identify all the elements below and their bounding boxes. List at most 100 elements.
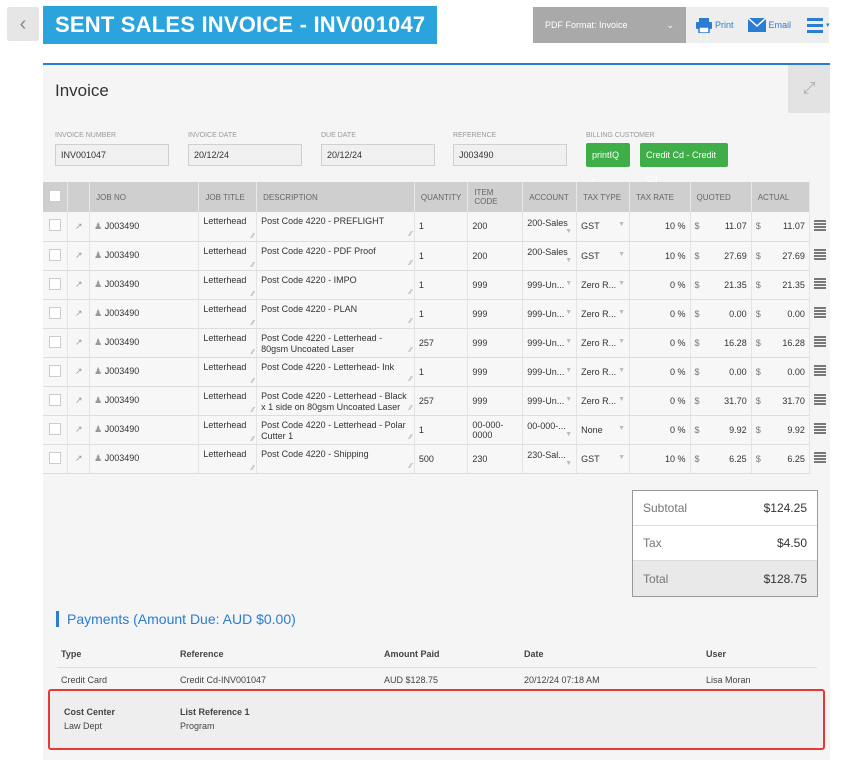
actual-cell[interactable]: $9.92 <box>751 415 810 445</box>
reference-field[interactable]: J003490 <box>453 144 567 166</box>
external-link-icon[interactable]: ↗ <box>75 250 83 260</box>
tax-type-select[interactable]: GST ▼ <box>576 444 631 474</box>
row-checkbox[interactable] <box>49 248 62 261</box>
tax-type-select[interactable]: Zero R... ▼ <box>576 357 631 387</box>
actual-cell[interactable]: $16.28 <box>751 328 810 358</box>
job-title-cell[interactable]: Letterhead ⁄⁄ <box>198 357 258 387</box>
external-link-icon[interactable]: ↗ <box>75 424 83 434</box>
item-code-cell[interactable]: 00-000-0000 <box>467 415 524 445</box>
tax-type-select[interactable]: Zero R... ▼ <box>576 386 631 416</box>
quantity-cell[interactable]: 257 <box>414 328 469 358</box>
account-select[interactable]: 200-Sales ▼ <box>522 241 578 271</box>
item-code-cell[interactable]: 999 <box>467 357 524 387</box>
external-link-icon[interactable]: ↗ <box>75 395 83 405</box>
quoted-cell[interactable]: $21.35 <box>690 270 752 300</box>
actual-cell[interactable]: $0.00 <box>751 299 810 329</box>
row-checkbox[interactable] <box>49 219 62 232</box>
tax-type-select[interactable]: GST ▼ <box>576 241 631 271</box>
quoted-cell[interactable]: $11.07 <box>690 212 752 242</box>
tax-rate-cell[interactable]: 10 % <box>629 241 691 271</box>
job-no[interactable]: J003490 <box>104 337 140 347</box>
actual-cell[interactable]: $11.07 <box>751 212 810 242</box>
quantity-cell[interactable]: 257 <box>414 386 469 416</box>
job-no[interactable]: J003490 <box>104 424 140 434</box>
job-no[interactable]: J003490 <box>104 220 140 231</box>
job-title-cell[interactable]: Letterhead ⁄⁄ <box>198 241 258 271</box>
row-checkbox[interactable] <box>49 422 62 435</box>
row-menu-icon[interactable] <box>813 306 826 319</box>
description-cell[interactable]: Post Code 4220 - Letterhead- Ink ⁄⁄ <box>256 357 415 387</box>
invoice-number-field[interactable]: INV001047 <box>55 144 169 166</box>
job-title-cell[interactable]: Letterhead ⁄⁄ <box>198 415 258 445</box>
billing-printiq-button[interactable]: printIQ ▾ <box>586 143 630 184</box>
tax-type-select[interactable]: Zero R... ▼ <box>576 328 631 358</box>
due-date-field[interactable]: 20/12/24 <box>321 144 435 166</box>
row-menu-icon[interactable] <box>813 277 826 290</box>
job-no[interactable]: J003490 <box>104 250 140 260</box>
quoted-cell[interactable]: $9.92 <box>690 415 752 445</box>
quantity-cell[interactable]: 1 <box>414 270 469 300</box>
tax-rate-cell[interactable]: 0 % <box>629 386 691 416</box>
account-select[interactable]: 999-Un... ▼ <box>522 299 578 329</box>
external-link-icon[interactable]: ↗ <box>75 279 83 289</box>
description-cell[interactable]: Post Code 4220 - Letterhead - 80gsm Unco… <box>256 328 415 358</box>
quantity-cell[interactable]: 1 <box>414 241 469 271</box>
quoted-cell[interactable]: $0.00 <box>690 299 752 329</box>
job-title-cell[interactable]: Letterhead ⁄⁄ <box>198 328 258 358</box>
job-no[interactable]: J003490 <box>104 366 140 376</box>
external-link-icon[interactable]: ↗ <box>75 337 83 347</box>
row-menu-icon[interactable] <box>813 364 826 377</box>
actual-cell[interactable]: $21.35 <box>751 270 810 300</box>
tax-rate-cell[interactable]: 0 % <box>629 328 691 358</box>
quantity-cell[interactable]: 500 <box>414 444 469 474</box>
quantity-cell[interactable]: 1 <box>414 415 469 445</box>
tax-rate-cell[interactable]: 0 % <box>629 357 691 387</box>
billing-credit-button[interactable]: Credit Cd - Credit Cd <box>640 143 728 184</box>
item-code-cell[interactable]: 200 <box>467 241 524 271</box>
external-link-icon[interactable]: ↗ <box>75 220 83 231</box>
back-button[interactable]: ‹ <box>7 7 39 41</box>
row-checkbox[interactable] <box>49 277 62 290</box>
account-select[interactable]: 200-Sales ▼ <box>522 212 578 242</box>
account-select[interactable]: 230-Sal... ▼ <box>522 444 578 474</box>
job-title-cell[interactable]: Letterhead ⁄⁄ <box>198 299 258 329</box>
item-code-cell[interactable]: 999 <box>467 386 524 416</box>
description-cell[interactable]: Post Code 4220 - Letterhead - Polar Cutt… <box>256 415 415 445</box>
quoted-cell[interactable]: $31.70 <box>690 386 752 416</box>
select-all-checkbox[interactable] <box>49 190 61 202</box>
tax-type-select[interactable]: Zero R... ▼ <box>576 270 631 300</box>
row-checkbox[interactable] <box>49 306 62 319</box>
external-link-icon[interactable]: ↗ <box>75 453 83 463</box>
item-code-cell[interactable]: 999 <box>467 328 524 358</box>
quantity-cell[interactable]: 1 <box>414 357 469 387</box>
menu-button[interactable]: ▾ <box>805 17 830 33</box>
row-checkbox[interactable] <box>49 393 62 406</box>
description-cell[interactable]: Post Code 4220 - PDF Proof ⁄⁄ <box>256 241 415 271</box>
job-title-cell[interactable]: Letterhead ⁄⁄ <box>198 270 258 300</box>
description-cell[interactable]: Post Code 4220 - IMPO ⁄⁄ <box>256 270 415 300</box>
item-code-cell[interactable]: 999 <box>467 299 524 329</box>
tax-rate-cell[interactable]: 0 % <box>629 415 691 445</box>
external-link-icon[interactable]: ↗ <box>75 366 83 376</box>
description-cell[interactable]: Post Code 4220 - Letterhead - Black x 1 … <box>256 386 415 416</box>
item-code-cell[interactable]: 230 <box>467 444 524 474</box>
row-checkbox[interactable] <box>49 335 62 348</box>
quantity-cell[interactable]: 1 <box>414 212 469 242</box>
expand-button[interactable]: ⤢ <box>788 65 830 113</box>
job-no[interactable]: J003490 <box>104 279 140 289</box>
job-title-cell[interactable]: Letterhead ⁄⁄ <box>198 444 258 474</box>
account-select[interactable]: 999-Un... ▼ <box>522 270 578 300</box>
description-cell[interactable]: Post Code 4220 - Shipping ⁄⁄ <box>256 444 415 474</box>
pdf-format-select[interactable]: PDF Format: Invoice ⌄ <box>533 7 686 43</box>
actual-cell[interactable]: $31.70 <box>751 386 810 416</box>
row-checkbox[interactable] <box>49 364 62 377</box>
job-no[interactable]: J003490 <box>104 453 140 463</box>
actual-cell[interactable]: $27.69 <box>751 241 810 271</box>
row-menu-icon[interactable] <box>813 422 826 435</box>
quantity-cell[interactable]: 1 <box>414 299 469 329</box>
row-menu-icon[interactable] <box>813 248 826 261</box>
actual-cell[interactable]: $0.00 <box>751 357 810 387</box>
item-code-cell[interactable]: 999 <box>467 270 524 300</box>
tax-rate-cell[interactable]: 0 % <box>629 299 691 329</box>
row-menu-icon[interactable] <box>813 451 826 464</box>
